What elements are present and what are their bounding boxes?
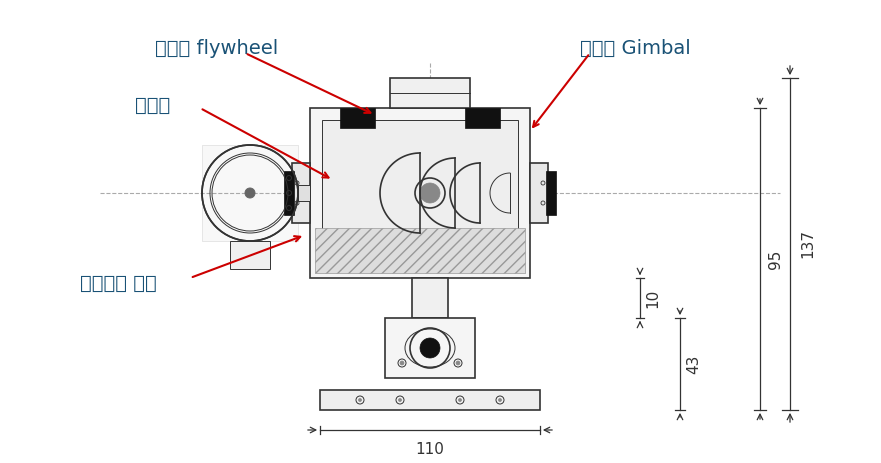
Text: 137: 137 <box>800 230 815 258</box>
Bar <box>310 108 530 278</box>
Text: 에어터빈 형상: 에어터빈 형상 <box>80 274 157 293</box>
Bar <box>390 78 470 108</box>
Bar <box>530 163 548 223</box>
Text: 베어링: 베어링 <box>135 95 170 114</box>
Text: 자이로 flywheel: 자이로 flywheel <box>155 38 278 57</box>
Circle shape <box>245 188 255 198</box>
Text: 10: 10 <box>645 288 660 307</box>
Bar <box>202 145 298 241</box>
Circle shape <box>456 361 460 365</box>
Text: 110: 110 <box>416 442 444 457</box>
Bar <box>315 228 525 273</box>
Circle shape <box>458 399 462 401</box>
Circle shape <box>359 399 361 401</box>
Text: 자이로 Gimbal: 자이로 Gimbal <box>580 38 691 57</box>
Text: 43: 43 <box>686 354 701 374</box>
Bar <box>292 163 310 223</box>
Bar <box>465 108 500 128</box>
Circle shape <box>400 361 404 365</box>
Circle shape <box>398 399 402 401</box>
Bar <box>230 241 270 269</box>
Text: 95: 95 <box>768 249 783 269</box>
Circle shape <box>420 183 440 203</box>
Circle shape <box>499 399 501 401</box>
Circle shape <box>420 338 440 358</box>
Bar <box>340 108 375 128</box>
Bar <box>284 171 294 215</box>
Bar <box>412 278 448 318</box>
Bar <box>546 171 556 215</box>
Bar <box>320 390 540 410</box>
Bar <box>322 120 518 266</box>
Bar <box>298 185 310 201</box>
Bar <box>385 318 475 378</box>
